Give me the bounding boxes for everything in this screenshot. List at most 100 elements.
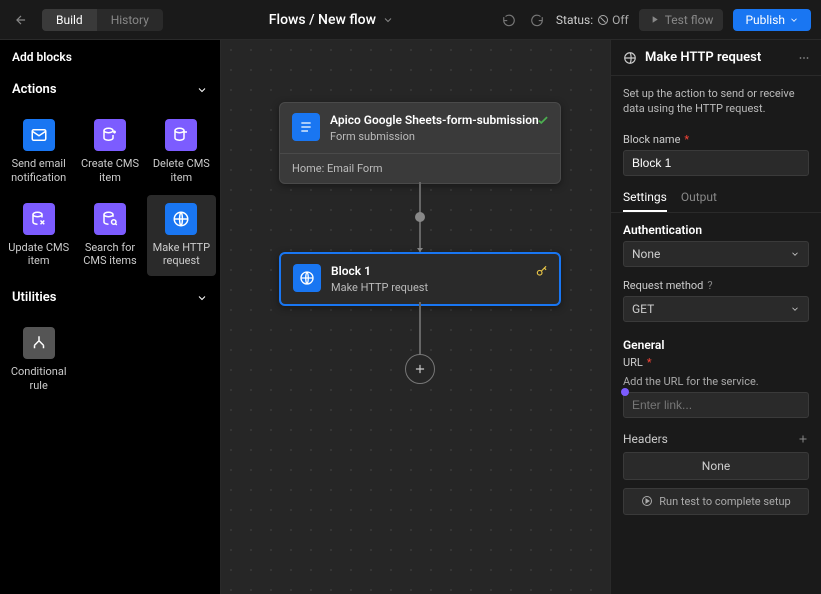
block-conditional[interactable]: Conditional rule	[4, 319, 73, 401]
breadcrumb[interactable]: Flows / New flow	[269, 12, 376, 28]
test-flow-button[interactable]: Test flow	[639, 9, 724, 31]
arrow-left-icon	[14, 13, 28, 27]
edge-dot	[415, 212, 425, 222]
auth-select[interactable]: None	[623, 241, 809, 267]
block-http-request[interactable]: Make HTTP request	[147, 195, 216, 277]
block-delete-cms[interactable]: Delete CMS item	[147, 111, 216, 193]
status-label: Status:	[556, 13, 593, 27]
chevron-down-icon[interactable]	[382, 14, 394, 26]
test-flow-label: Test flow	[665, 13, 714, 27]
tab-history[interactable]: History	[97, 9, 163, 31]
add-header-button[interactable]	[797, 433, 809, 445]
play-icon	[649, 14, 660, 25]
section-utilities-label: Utilities	[12, 290, 56, 305]
globe-icon	[165, 203, 197, 235]
block-label: Make HTTP request	[149, 241, 214, 269]
inspector-description: Set up the action to send or receive dat…	[611, 76, 821, 127]
url-input[interactable]	[623, 392, 809, 418]
redo-button[interactable]	[528, 11, 546, 29]
block-label: Search for CMS items	[77, 241, 142, 269]
utilities-grid: Conditional rule	[0, 313, 220, 407]
block-label: Conditional rule	[6, 365, 71, 393]
chevron-down-icon	[789, 15, 799, 25]
globe-icon	[623, 51, 637, 65]
play-circle-icon	[641, 495, 653, 507]
method-label: Request method ?	[623, 279, 809, 292]
run-test-label: Run test to complete setup	[659, 495, 790, 508]
node-title: Apico Google Sheets-form-submission	[330, 113, 548, 129]
section-utilities[interactable]: Utilities	[0, 282, 220, 313]
required-dot	[621, 388, 629, 396]
chevron-down-icon	[196, 292, 208, 304]
block-send-email[interactable]: Send email notification	[4, 111, 73, 193]
block-name-label: Block name*	[623, 133, 809, 146]
block-create-cms[interactable]: Create CMS item	[75, 111, 144, 193]
more-button[interactable]	[797, 51, 811, 65]
plus-icon	[797, 433, 809, 445]
mail-icon	[23, 119, 55, 151]
canvas[interactable]: Apico Google Sheets-form-submission Form…	[221, 40, 610, 594]
check-icon	[536, 113, 550, 127]
section-actions[interactable]: Actions	[0, 74, 220, 105]
node-trigger[interactable]: Apico Google Sheets-form-submission Form…	[279, 102, 561, 184]
block-update-cms[interactable]: Update CMS item	[4, 195, 73, 277]
node-title: Block 1	[331, 264, 547, 280]
url-hint: Add the URL for the service.	[611, 375, 821, 392]
key-icon	[535, 264, 549, 278]
db-search-icon	[94, 203, 126, 235]
plus-icon	[413, 362, 427, 376]
block-label: Create CMS item	[77, 157, 142, 185]
general-label: General	[611, 328, 821, 356]
undo-icon	[502, 13, 516, 27]
back-button[interactable]	[10, 9, 32, 31]
status-value-wrap: Off	[597, 13, 629, 27]
run-test-button[interactable]: Run test to complete setup	[623, 488, 809, 515]
block-label: Update CMS item	[6, 241, 71, 269]
branch-icon	[23, 327, 55, 359]
inspector-title: Make HTTP request	[645, 50, 761, 65]
block-name-input[interactable]	[623, 150, 809, 176]
method-value: GET	[632, 302, 654, 316]
more-icon	[797, 51, 811, 65]
chevron-down-icon	[790, 304, 800, 314]
url-label: URL*	[623, 356, 809, 369]
undo-button[interactable]	[500, 11, 518, 29]
status-value: Off	[612, 13, 629, 27]
sidebar: Add blocks Actions Send email notificati…	[0, 40, 221, 594]
add-node-button[interactable]	[405, 354, 435, 384]
redo-icon	[530, 13, 544, 27]
mode-tabs: Build History	[42, 9, 163, 31]
publish-label: Publish	[745, 13, 785, 27]
sidebar-header: Add blocks	[0, 40, 220, 74]
auth-value: None	[632, 247, 660, 261]
inspector: Make HTTP request Set up the action to s…	[610, 40, 821, 594]
headers-none: None	[623, 452, 809, 480]
help-icon[interactable]: ?	[707, 279, 712, 292]
block-label: Send email notification	[6, 157, 71, 185]
globe-icon	[293, 264, 321, 292]
off-icon	[597, 14, 609, 26]
chevron-down-icon	[196, 84, 208, 96]
block-search-cms[interactable]: Search for CMS items	[75, 195, 144, 277]
topbar: Build History Flows / New flow Status: O…	[0, 0, 821, 40]
method-select[interactable]: GET	[623, 296, 809, 322]
form-icon	[292, 113, 320, 141]
node-action[interactable]: Block 1 Make HTTP request	[279, 252, 561, 306]
auth-label: Authentication	[611, 213, 821, 241]
db-edit-icon	[23, 203, 55, 235]
node-subtitle: Form submission	[330, 130, 548, 143]
inspector-tabs: Settings Output	[611, 182, 821, 213]
tab-output[interactable]: Output	[681, 190, 717, 212]
node-subtitle: Make HTTP request	[331, 281, 547, 294]
headers-label: Headers	[623, 432, 668, 446]
tab-settings[interactable]: Settings	[623, 190, 667, 212]
node-footer: Home: Email Form	[280, 153, 560, 183]
db-plus-icon	[94, 119, 126, 151]
db-minus-icon	[165, 119, 197, 151]
status: Status: Off	[556, 13, 629, 27]
actions-grid: Send email notification Create CMS item …	[0, 105, 220, 282]
tab-build[interactable]: Build	[42, 9, 97, 31]
chevron-down-icon	[790, 249, 800, 259]
section-actions-label: Actions	[12, 82, 57, 97]
publish-button[interactable]: Publish	[733, 9, 811, 31]
